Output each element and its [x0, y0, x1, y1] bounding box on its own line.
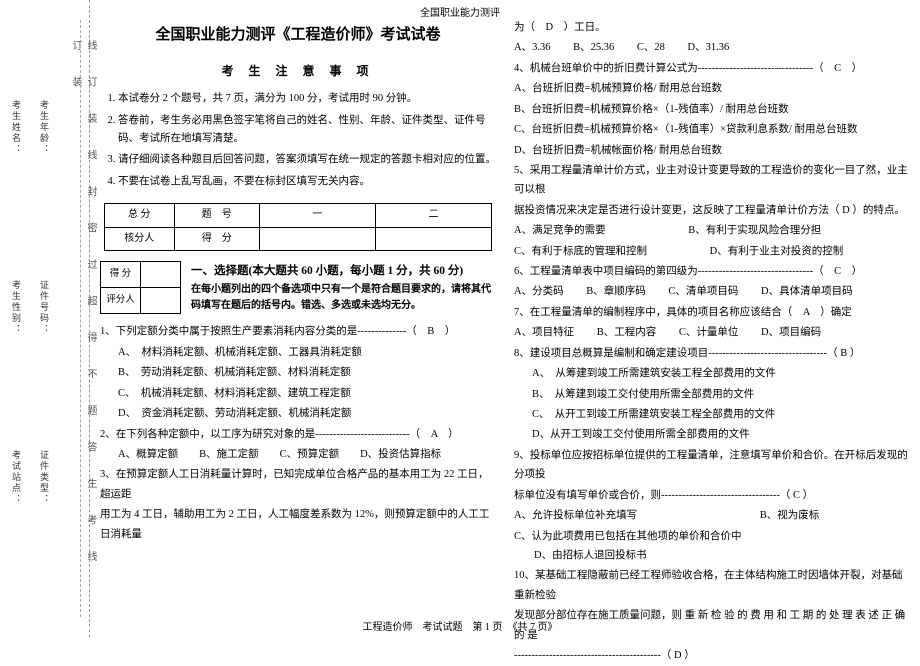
q9-stem-a: 9、投标单位应按招标单位提供的工程量清单，注意填写单价和合价。在开标后发现的分项… — [514, 446, 910, 485]
q8-opt-a: A、 从筹建到竣工所需建筑安装工程全部费用的文件 — [514, 364, 910, 383]
q5-opt-c: C、有利于标底的管理和控制 — [514, 242, 647, 261]
q5-opt-a: A、满足竞争的需要 — [514, 221, 606, 240]
notice-item: 本试卷分 2 个题号，共 7 页，满分为 100 分，考试用时 90 分钟。 — [118, 90, 496, 108]
q3-opt-c: C、28 — [637, 38, 665, 57]
mini-scorer-label: 评分人 — [101, 288, 141, 314]
section1-title: 一、选择题(本大题共 60 小题，每小题 1 分，共 60 分) — [191, 261, 496, 282]
q6-opt-d: D、具体清单项目码 — [761, 282, 853, 301]
seal-line-text: 线 订 装 线 封 密 过 超 得 不 题 答 生 考 线 订 装 — [68, 40, 98, 600]
q2-stem: 2、在下列各种定额中，以工序为研究对象的是-------------------… — [100, 425, 496, 444]
q1-opt-d: D、 资金消耗定额、劳动消耗定额、机械消耗定额 — [100, 404, 496, 423]
q5-opts-row2: C、有利于标底的管理和控制 D、有利于业主对投资的控制 — [514, 242, 910, 261]
binding-field-site: 考试站点： — [10, 450, 23, 505]
q4-opt-b: B、台班折旧费=机械预算价格×（1-残值率）/ 耐用总台班数 — [514, 100, 910, 119]
q1-opt-b: B、 劳动消耗定额、机械消耗定额、材料消耗定额 — [100, 363, 496, 382]
q3-tail: 为（ D ）工日。 — [514, 18, 910, 37]
q8-opt-c: C、 从开工到竣工所需建筑安装工程全部费用的文件 — [514, 405, 910, 424]
q10-stem-a: 10、某基础工程隐蔽前已经工程师验收合格，在主体结构施工时因墙体开裂，对基础重新… — [514, 566, 910, 605]
mini-score-label: 得 分 — [101, 262, 141, 288]
q3-opt-a: A、3.36 — [514, 38, 550, 57]
q6-opt-b: B、章顺序码 — [586, 282, 646, 301]
q4-opt-c: C、台班折旧费=机械预算价格×（1-残值率）×贷款利息系数/ 耐用总台班数 — [514, 120, 910, 139]
binding-field-idtype: 证件类型： — [38, 450, 51, 505]
q2-opts: A、概算定额 B、施工定额 C、预算定额 D、投资估算指标 — [100, 445, 496, 464]
q6-stem: 6、工程量清单表中项目编码的第四级为----------------------… — [514, 262, 910, 281]
seal-dash — [80, 20, 81, 617]
section-score-box: 得 分 评分人 — [100, 261, 181, 314]
q4-opt-a: A、台班折旧费=机械预算价格/ 耐用总台班数 — [514, 79, 910, 98]
q5-opt-b: B、有利于实现风险合理分担 — [688, 221, 821, 240]
q5-stem-a: 5、采用工程量清单计价方式，业主对设计变更导致的工程造价的变化一目了然，业主可以… — [514, 161, 910, 200]
notice-item: 答卷前，考生务必用黑色签字笔将自己的姓名、性别、年龄、证件类型、证件号码、考试所… — [118, 112, 496, 148]
exam-title: 全国职业能力测评《工程造价师》考试试卷 — [100, 22, 496, 50]
mini-blank — [141, 262, 181, 288]
notice-heading: 考 生 注 意 事 项 — [100, 60, 496, 82]
q7-opt-c: C、计量单位 — [679, 323, 739, 342]
cell-q1: 一 — [259, 204, 375, 228]
q7-opt-b: B、工程内容 — [597, 323, 657, 342]
q7-opt-d: D、项目编码 — [761, 323, 821, 342]
page-footer: 工程造价师 考试试题 第 1 页 《共 7 页》 — [0, 618, 920, 633]
q3-stem-b: 用工为 4 工日，辅助用工为 2 工日，人工幅度差系数为 12%，则预算定额中的… — [100, 505, 496, 544]
binding-field-age: 考生年龄： — [38, 100, 51, 155]
q3-stem-a: 3、在预算定额人工日消耗量计算时，已知完成单位合格产品的基本用工为 22 工日，… — [100, 465, 496, 504]
q6-opts: A、分类码 B、章顺序码 C、清单项目码 D、具体清单项目码 — [514, 282, 910, 301]
binding-field-gender: 考生性别： — [10, 280, 23, 335]
binding-field-idno: 证件号码： — [38, 280, 51, 335]
q5-opt-d: D、有利于业主对投资的控制 — [710, 242, 844, 261]
notice-item: 不要在试卷上乱写乱画，不要在标封区填写无关内容。 — [118, 173, 496, 191]
section1-note: 在每小题列出的四个备选项中只有一个是符合题目要求的，请将其代码填写在题后的括号内… — [191, 282, 496, 314]
q4-stem: 4、机械台班单价中的折旧费计算公式为----------------------… — [514, 59, 910, 78]
binding-field-name: 考生姓名： — [10, 100, 23, 155]
score-summary-table: 总 分 题 号 一 二 核分人 得 分 — [104, 203, 492, 251]
q9-stem-b: 标单位没有填写单价或合价，则--------------------------… — [514, 486, 910, 505]
cell-blank — [259, 227, 375, 251]
cell-total-label: 总 分 — [104, 204, 174, 228]
q8-opt-d: D、从开工到竣工交付使用所需全部费用的文件 — [514, 425, 910, 444]
q9-opt-d: D、由招标人退回投标书 — [534, 546, 647, 565]
binding-margin: 考试站点： 考生性别： 考生姓名： 证件类型： 证件号码： 考生年龄： 线 订 … — [0, 0, 90, 637]
q9-opts-row2: C、认为此项费用已包括在其他项的单价和合价中 D、由招标人退回投标书 — [514, 527, 910, 566]
cell-q2: 二 — [375, 204, 491, 228]
cell-qno-label: 题 号 — [174, 204, 259, 228]
q10-stem-c: ----------------------------------------… — [514, 646, 910, 665]
notice-list: 本试卷分 2 个题号，共 7 页，满分为 100 分，考试用时 90 分钟。 答… — [100, 90, 496, 191]
q9-opt-a: A、允许投标单位补充填写 — [514, 506, 637, 525]
column-left: 全国职业能力测评《工程造价师》考试试卷 考 生 注 意 事 项 本试卷分 2 个… — [100, 18, 496, 616]
cell-score-label: 得 分 — [174, 227, 259, 251]
q8-stem: 8、建设项目总概算是编制和确定建设项目---------------------… — [514, 344, 910, 363]
q3-opt-d: D、31.36 — [688, 38, 730, 57]
section1-header: 得 分 评分人 一、选择题(本大题共 60 小题，每小题 1 分，共 60 分)… — [100, 261, 496, 314]
q6-opt-a: A、分类码 — [514, 282, 564, 301]
q8-opt-b: B、 从筹建到竣工交付使用所需全部费用的文件 — [514, 385, 910, 404]
q7-stem: 7、在工程量清单的编制程序中，具体的项目名称应该结合（ A ）确定 — [514, 303, 910, 322]
q9-opts-row1: A、允许投标单位补充填写 B、视为废标 — [514, 506, 910, 525]
q9-opt-b: B、视为废标 — [760, 506, 820, 525]
q7-opts: A、项目特征 B、工程内容 C、计量单位 D、项目编码 — [514, 323, 910, 342]
q4-opt-d: D、台班折旧费=机械帐面价格/ 耐用总台班数 — [514, 141, 910, 160]
column-right: 为（ D ）工日。 A、3.36 B、25.36 C、28 D、31.36 4、… — [514, 18, 910, 616]
q3-opt-b: B、25.36 — [573, 38, 614, 57]
cell-checker-label: 核分人 — [104, 227, 174, 251]
q5-stem-b: 据投资情况来决定是否进行设计变更，这反映了工程量清单计价方法（ D ）的特点。 — [514, 201, 910, 220]
q9-opt-c: C、认为此项费用已包括在其他项的单价和合价中 — [514, 527, 742, 546]
q5-opts-row1: A、满足竞争的需要 B、有利于实现风险合理分担 — [514, 221, 910, 240]
mini-blank — [141, 288, 181, 314]
cell-blank — [375, 227, 491, 251]
q1-stem: 1、下列定额分类中属于按照生产要素消耗内容分类的是--------------（… — [100, 322, 496, 341]
q6-opt-c: C、清单项目码 — [668, 282, 738, 301]
notice-item: 请仔细阅读各种题目后回答问题，答案须填写在统一规定的答题卡相对应的位置。 — [118, 151, 496, 169]
q7-opt-a: A、项目特征 — [514, 323, 574, 342]
q3-opts: A、3.36 B、25.36 C、28 D、31.36 — [514, 38, 910, 57]
q1-opt-a: A、 材料消耗定额、机械消耗定额、工器具消耗定额 — [100, 343, 496, 362]
q1-opt-c: C、 机械消耗定额、材料消耗定额、建筑工程定额 — [100, 384, 496, 403]
content-area: 全国职业能力测评《工程造价师》考试试卷 考 生 注 意 事 项 本试卷分 2 个… — [100, 18, 910, 616]
